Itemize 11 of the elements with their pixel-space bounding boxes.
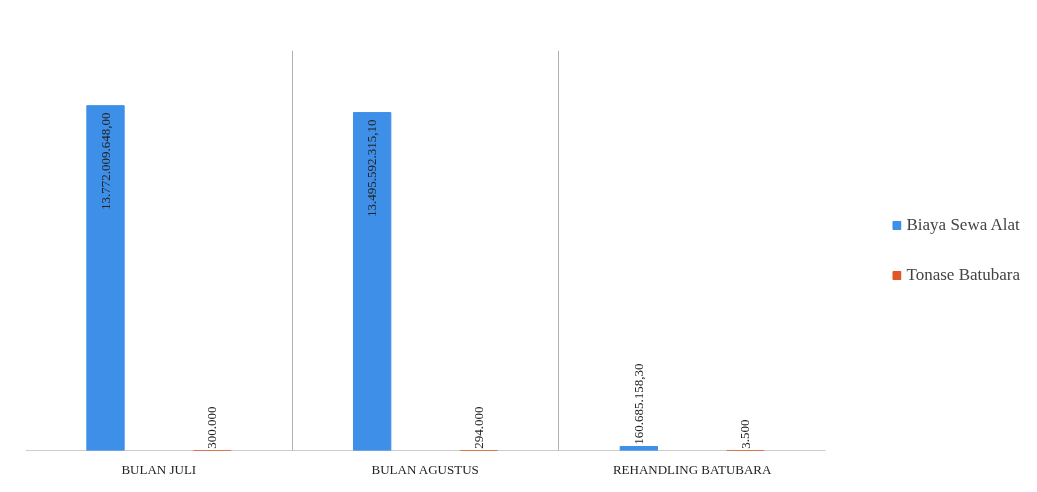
data-label: 300.000 — [204, 406, 220, 449]
data-label: 13.495.592.315,10 — [364, 119, 380, 217]
data-label: 13.772.009.648,00 — [97, 112, 113, 211]
data-label: 294.000 — [470, 406, 486, 449]
data-label: 3.500 — [737, 419, 753, 449]
x-tick-label: REHANDLING BATUBARA — [612, 461, 773, 477]
legend-label: Biaya Sewa Alat — [906, 215, 1020, 235]
x-tick-label: BULAN JULI — [121, 461, 197, 477]
legend-label: Tonase Batubara — [906, 265, 1020, 285]
x-tick-label: BULAN AGUSTUS — [371, 461, 479, 477]
data-label: 160.685.158,30 — [630, 363, 646, 445]
